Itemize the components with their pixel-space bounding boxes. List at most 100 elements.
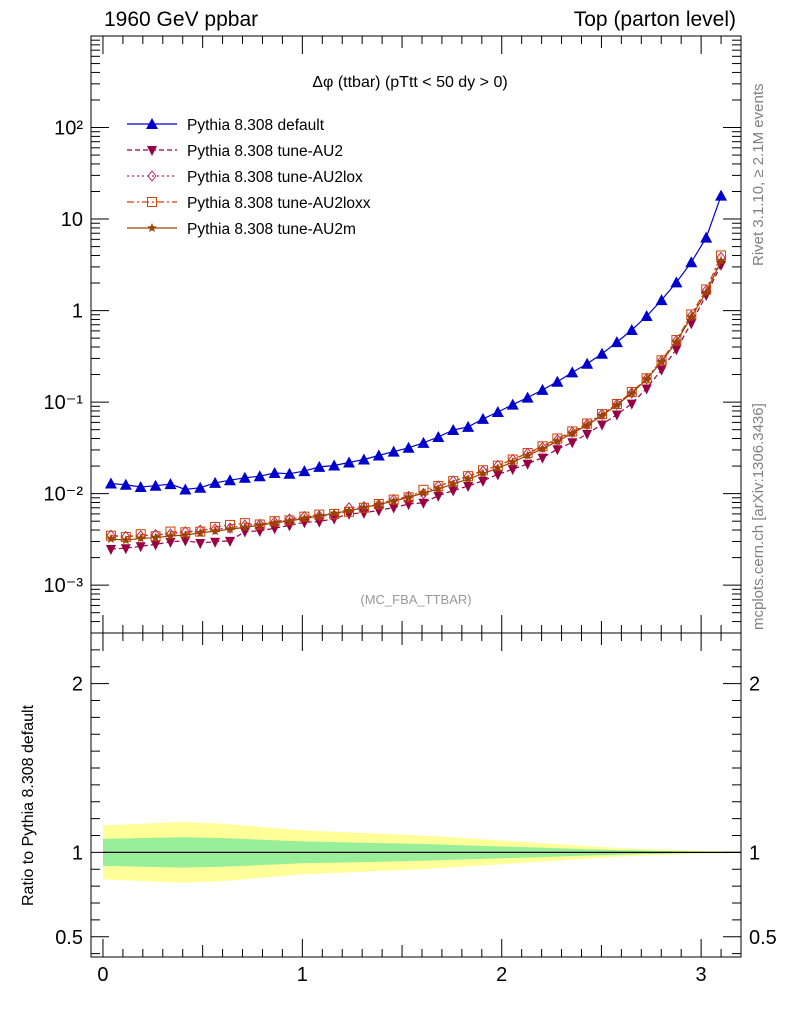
data-point xyxy=(581,357,594,369)
y-tick-label: 1 xyxy=(72,301,83,323)
data-point xyxy=(463,482,474,493)
series-4 xyxy=(106,255,726,545)
data-point xyxy=(195,538,206,549)
data-point xyxy=(715,189,728,201)
y-tick-label: 10⁻¹ xyxy=(44,392,84,414)
data-point xyxy=(506,398,519,410)
data-point xyxy=(344,509,355,520)
legend-label: Pythia 8.308 tune-AU2m xyxy=(187,221,356,238)
lower-axis-labels: 0.5 0.5 1 1 2 2 0 1 2 3 xyxy=(55,674,777,986)
data-point xyxy=(299,513,310,523)
ratio-y-tick-label-left: 1 xyxy=(72,842,83,864)
data-point xyxy=(508,453,518,466)
data-point xyxy=(150,532,161,542)
legend-marker xyxy=(147,146,157,156)
data-point xyxy=(149,479,162,491)
data-point xyxy=(165,537,176,548)
data-point xyxy=(611,410,622,421)
data-point xyxy=(223,474,236,486)
ratio-y-tick-label-right: 2 xyxy=(749,674,760,696)
data-point xyxy=(224,536,235,547)
data-point xyxy=(253,470,266,482)
data-point xyxy=(627,388,637,398)
data-point xyxy=(299,511,310,522)
data-point xyxy=(134,481,147,493)
data-point xyxy=(656,365,667,376)
y-tick-label: 10 xyxy=(61,209,83,231)
data-point xyxy=(537,453,548,464)
data-point xyxy=(329,508,339,518)
data-point xyxy=(195,527,205,537)
data-point xyxy=(552,436,563,446)
data-point xyxy=(418,498,429,509)
data-point xyxy=(210,526,220,536)
ratio-band xyxy=(102,822,741,883)
legend-label: Pythia 8.308 default xyxy=(187,117,325,134)
data-point xyxy=(210,537,221,548)
data-point xyxy=(165,528,176,540)
analysis-watermark: (MC_FBA_TTBAR) xyxy=(360,592,471,607)
data-point xyxy=(448,486,459,497)
data-point xyxy=(268,466,281,478)
data-point xyxy=(611,398,622,409)
data-point xyxy=(671,337,682,346)
data-point xyxy=(641,373,652,384)
data-point xyxy=(328,459,341,471)
data-point xyxy=(640,310,653,322)
y-tick-label: 10⁻² xyxy=(44,484,84,506)
x-tick-label: 3 xyxy=(696,964,707,986)
data-point xyxy=(700,231,713,243)
series-0 xyxy=(104,189,728,495)
data-point xyxy=(432,430,445,442)
mcplots-reference-label: mcplots.cern.ch [arXiv:1306.3436] xyxy=(750,403,767,630)
series-line xyxy=(110,255,722,538)
plot-title: Δφ (ttbar) (pTtt < 50 dy > 0) xyxy=(312,74,507,91)
data-point xyxy=(225,524,235,534)
data-point xyxy=(686,312,697,321)
data-point xyxy=(642,372,652,385)
data-point xyxy=(582,418,592,431)
data-point xyxy=(418,488,429,498)
data-point xyxy=(180,536,191,547)
lower-frame xyxy=(90,632,742,958)
data-point xyxy=(209,476,222,488)
data-point xyxy=(477,476,488,487)
data-point xyxy=(625,324,638,336)
data-point xyxy=(403,500,414,511)
data-point xyxy=(388,496,399,506)
ratio-y-tick-label-right: 1 xyxy=(749,842,760,864)
data-point xyxy=(670,276,683,288)
data-point xyxy=(194,481,207,493)
data-point xyxy=(269,518,280,528)
data-point xyxy=(165,531,176,541)
data-point xyxy=(314,511,324,520)
data-point xyxy=(388,503,399,514)
y-tick-label: 10⁻³ xyxy=(44,575,84,597)
data-point xyxy=(372,449,385,461)
data-point xyxy=(508,457,518,467)
legend-label: Pythia 8.308 tune-AU2 xyxy=(187,143,343,160)
ratio-y-tick-label-left: 0.5 xyxy=(55,927,83,949)
data-point xyxy=(210,523,220,535)
data-point xyxy=(582,418,593,429)
data-point xyxy=(433,484,444,494)
data-point xyxy=(225,522,235,534)
data-point xyxy=(179,483,192,495)
data-point xyxy=(656,356,667,366)
data-point xyxy=(716,255,726,265)
data-point xyxy=(119,478,132,490)
data-point xyxy=(135,542,146,553)
legend-label: Pythia 8.308 tune-AU2loxx xyxy=(187,195,371,212)
data-point xyxy=(104,477,117,489)
data-point xyxy=(269,516,280,528)
legend-marker xyxy=(147,223,157,232)
data-point xyxy=(537,441,548,454)
data-point xyxy=(387,445,400,457)
data-point xyxy=(701,287,711,297)
data-point xyxy=(566,366,579,378)
data-point xyxy=(180,530,191,540)
data-point xyxy=(135,533,146,543)
series-layer xyxy=(104,189,728,556)
data-point xyxy=(447,424,460,436)
data-point xyxy=(551,375,564,387)
